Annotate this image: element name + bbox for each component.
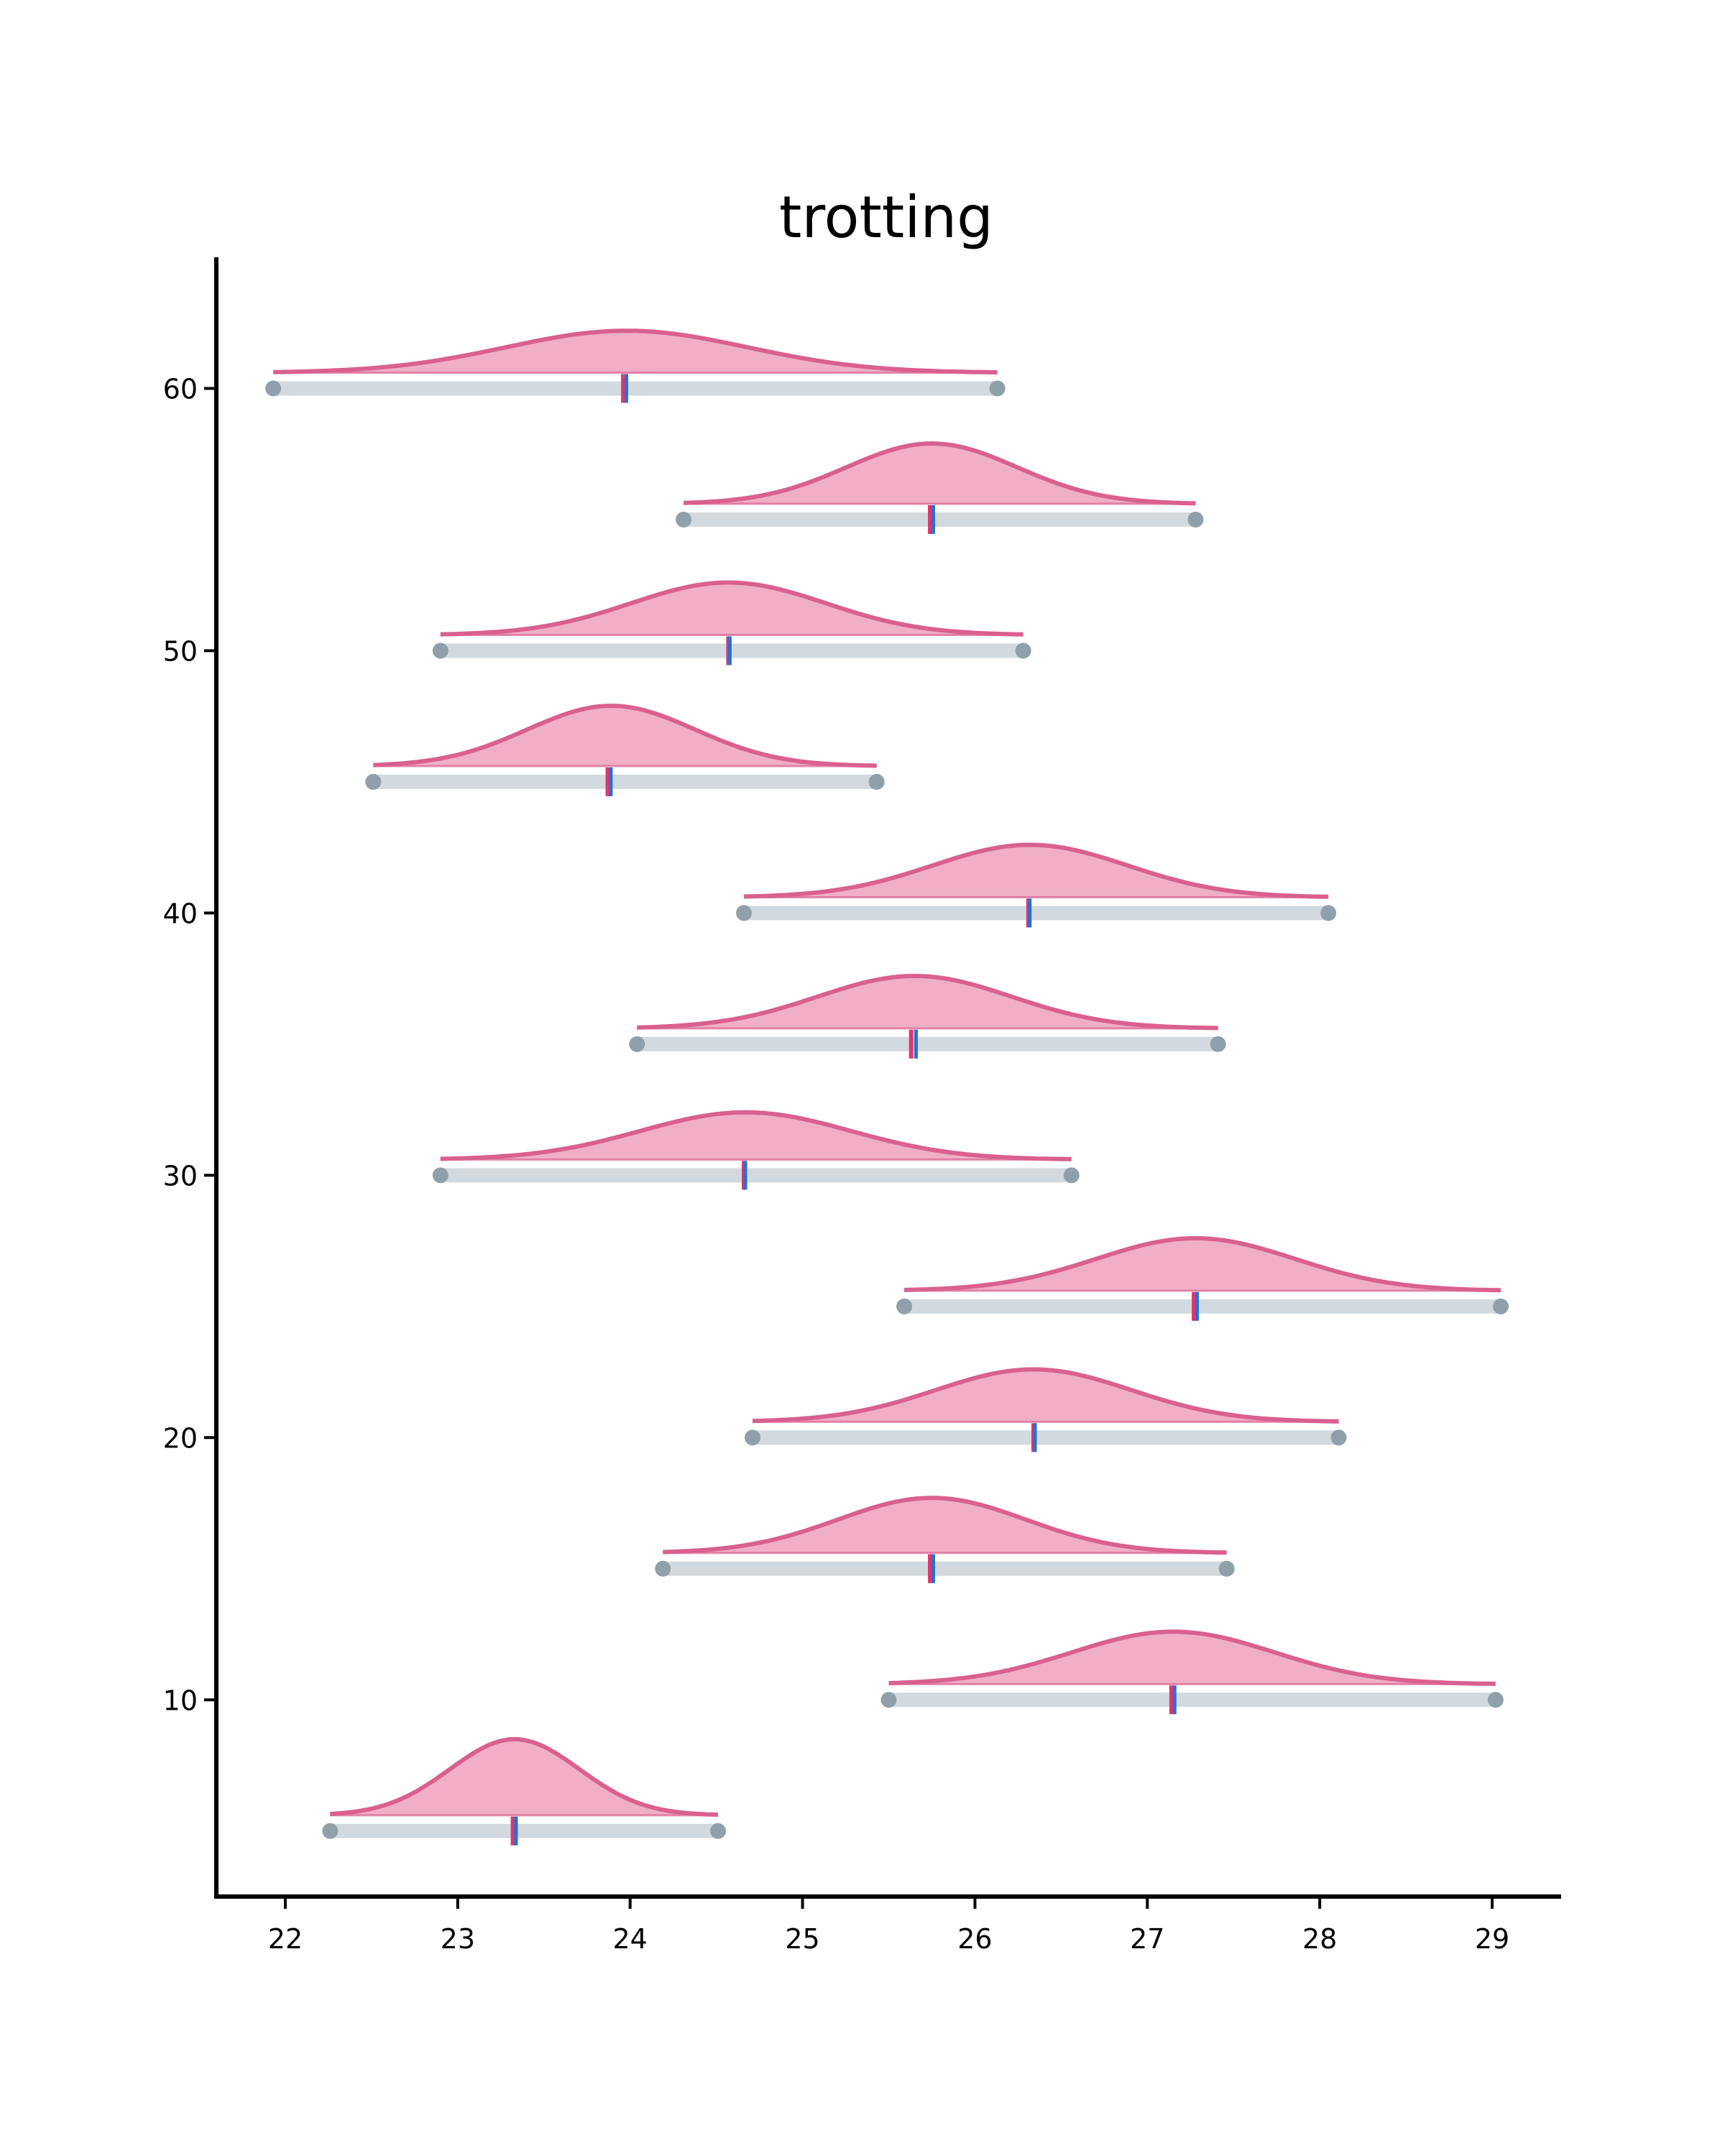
min-point — [896, 1298, 913, 1314]
density-curve — [330, 1736, 719, 1818]
x-tick-label: 23 — [441, 1923, 475, 1955]
ridge-30 — [432, 1110, 1080, 1190]
ridge-55 — [676, 441, 1204, 534]
x-tick-label: 24 — [613, 1923, 648, 1955]
x-axis-ticks: 22 23 24 25 26 27 28 29 — [268, 1899, 1509, 1955]
min-point — [676, 511, 692, 528]
max-point — [989, 380, 1006, 397]
min-point — [432, 642, 448, 659]
density-curve — [888, 1629, 1496, 1686]
density-curve — [663, 1496, 1227, 1555]
plot-area — [265, 328, 1509, 1846]
x-tick-label: 26 — [957, 1923, 992, 1955]
ridge-20 — [745, 1367, 1347, 1452]
density-curve — [904, 1235, 1501, 1293]
ridge-10 — [880, 1629, 1504, 1715]
x-tick-label: 25 — [785, 1923, 819, 1955]
density-fill — [440, 582, 1024, 635]
y-axis-ticks: 10 20 30 40 50 60 — [163, 373, 214, 1716]
ridge-25 — [896, 1235, 1509, 1321]
x-tick-label: 22 — [268, 1923, 303, 1955]
density-fill — [904, 1238, 1501, 1291]
y-tick-label: 20 — [163, 1422, 198, 1454]
max-point — [1487, 1692, 1504, 1708]
ridge-50 — [432, 580, 1031, 665]
max-point — [868, 773, 885, 790]
ridge-5 — [322, 1736, 727, 1846]
density-curve — [743, 842, 1329, 899]
density-curve — [683, 441, 1196, 506]
density-curve — [273, 328, 998, 375]
density-curve — [440, 1110, 1072, 1161]
density-fill — [744, 844, 1329, 898]
y-tick-label: 60 — [163, 373, 198, 405]
min-point — [736, 905, 753, 921]
min-point — [265, 380, 282, 397]
ridge-15 — [655, 1496, 1235, 1583]
density-curve — [373, 704, 877, 768]
ridge-40 — [736, 842, 1337, 928]
ridge-60 — [265, 328, 1006, 403]
max-point — [1330, 1429, 1347, 1446]
max-point — [1187, 511, 1204, 528]
max-point — [1063, 1167, 1080, 1184]
max-point — [1015, 642, 1031, 659]
y-tick-label: 50 — [163, 635, 198, 667]
max-point — [1320, 905, 1337, 921]
y-tick-label: 40 — [163, 898, 198, 929]
x-tick-label: 27 — [1130, 1923, 1164, 1955]
x-tick-label: 28 — [1302, 1923, 1337, 1955]
max-point — [1493, 1298, 1509, 1314]
min-point — [365, 773, 382, 790]
y-tick-label: 10 — [163, 1685, 198, 1716]
y-tick-label: 30 — [163, 1160, 198, 1192]
x-tick-label: 29 — [1475, 1923, 1509, 1955]
min-point — [745, 1429, 761, 1446]
ridge-35 — [629, 973, 1226, 1059]
max-point — [1210, 1036, 1226, 1052]
density-fill — [888, 1631, 1496, 1685]
min-point — [432, 1167, 448, 1184]
max-point — [1218, 1560, 1235, 1577]
min-point — [880, 1692, 897, 1708]
min-point — [655, 1560, 671, 1577]
density-curve — [440, 580, 1024, 637]
max-point — [710, 1823, 727, 1839]
chart-title: trotting — [779, 184, 993, 251]
ridge-45 — [365, 704, 885, 796]
density-curve — [637, 973, 1218, 1031]
min-point — [322, 1823, 339, 1839]
min-point — [629, 1036, 645, 1052]
density-curve — [752, 1367, 1339, 1424]
